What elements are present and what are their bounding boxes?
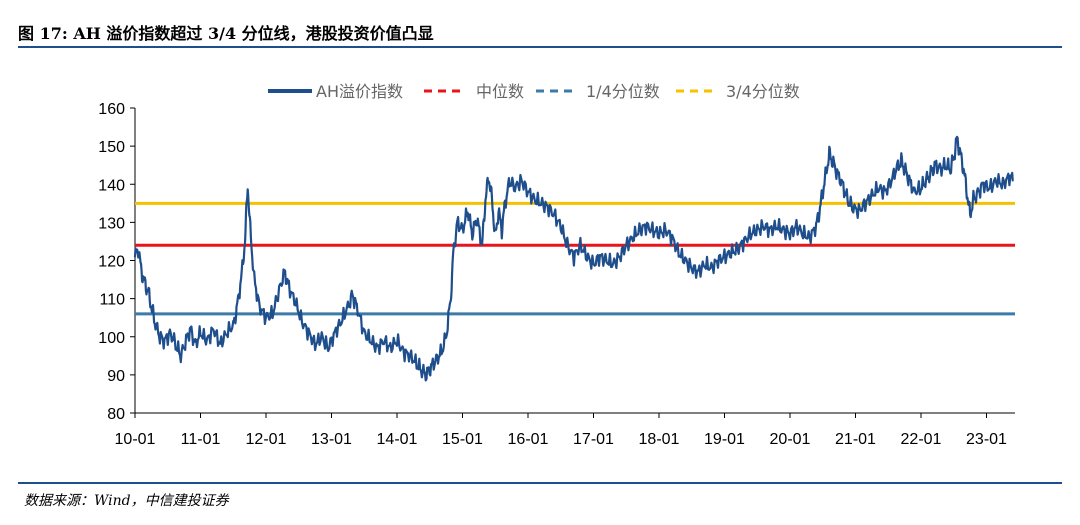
legend-q3-label: 3/4分位数 <box>726 82 800 101</box>
legend-median-label: 中位数 <box>476 82 524 101</box>
y-tick-label: 160 <box>98 101 125 118</box>
y-tick-label: 80 <box>107 406 125 423</box>
bottom-rule <box>18 482 1062 484</box>
x-tick-label: 18-01 <box>639 431 680 448</box>
x-tick-label: 19-01 <box>704 431 745 448</box>
figure-title-bar: 图 17: AH 溢价指数超过 3/4 分位线，港股投资价值凸显 <box>18 14 1062 48</box>
x-tick-label: 17-01 <box>573 431 614 448</box>
legend-q1-label: 1/4分位数 <box>586 82 660 101</box>
x-tick-label: 20-01 <box>770 431 811 448</box>
y-tick-label: 130 <box>98 215 125 232</box>
ah-premium-chart: AH溢价指数 中位数 1/4分位数 3/4分位数 80 90 100 110 120 13… <box>98 82 1015 448</box>
x-tick-label: 23-01 <box>966 431 1007 448</box>
x-ticks: 10-01 11-01 12-01 13-01 14-01 15-01 16-01 17-01… <box>115 413 1007 448</box>
x-tick-label: 16-01 <box>508 431 549 448</box>
y-ticks: 80 90 100 110 120 130 140 150 160 <box>98 101 135 423</box>
x-tick-label: 10-01 <box>115 431 156 448</box>
figure-title: 图 17: AH 溢价指数超过 3/4 分位线，港股投资价值凸显 <box>18 20 434 44</box>
legend-series-label: AH溢价指数 <box>316 82 403 101</box>
y-tick-label: 140 <box>98 177 125 194</box>
y-tick-label: 120 <box>98 254 125 271</box>
y-tick-label: 90 <box>107 368 125 385</box>
chart-legend: AH溢价指数 中位数 1/4分位数 3/4分位数 <box>268 82 800 101</box>
x-tick-label: 21-01 <box>835 431 876 448</box>
x-tick-label: 22-01 <box>901 431 942 448</box>
y-tick-label: 100 <box>98 330 125 347</box>
title-rule <box>18 46 1062 48</box>
x-tick-label: 12-01 <box>246 431 287 448</box>
reference-lines <box>135 201 1015 316</box>
y-tick-label: 150 <box>98 139 125 156</box>
figure-label: 图 17: <box>18 24 68 43</box>
x-tick-label: 13-01 <box>311 431 352 448</box>
x-tick-label: 15-01 <box>442 431 483 448</box>
y-tick-label: 110 <box>99 292 125 309</box>
x-tick-label: 14-01 <box>377 431 418 448</box>
source-note: 数据来源：Wind，中信建投证券 <box>24 493 229 509</box>
ah-premium-series-line <box>133 135 1014 382</box>
x-tick-label: 11-01 <box>181 431 221 448</box>
figure-title-text: AH 溢价指数超过 3/4 分位线，港股投资价值凸显 <box>73 24 434 43</box>
